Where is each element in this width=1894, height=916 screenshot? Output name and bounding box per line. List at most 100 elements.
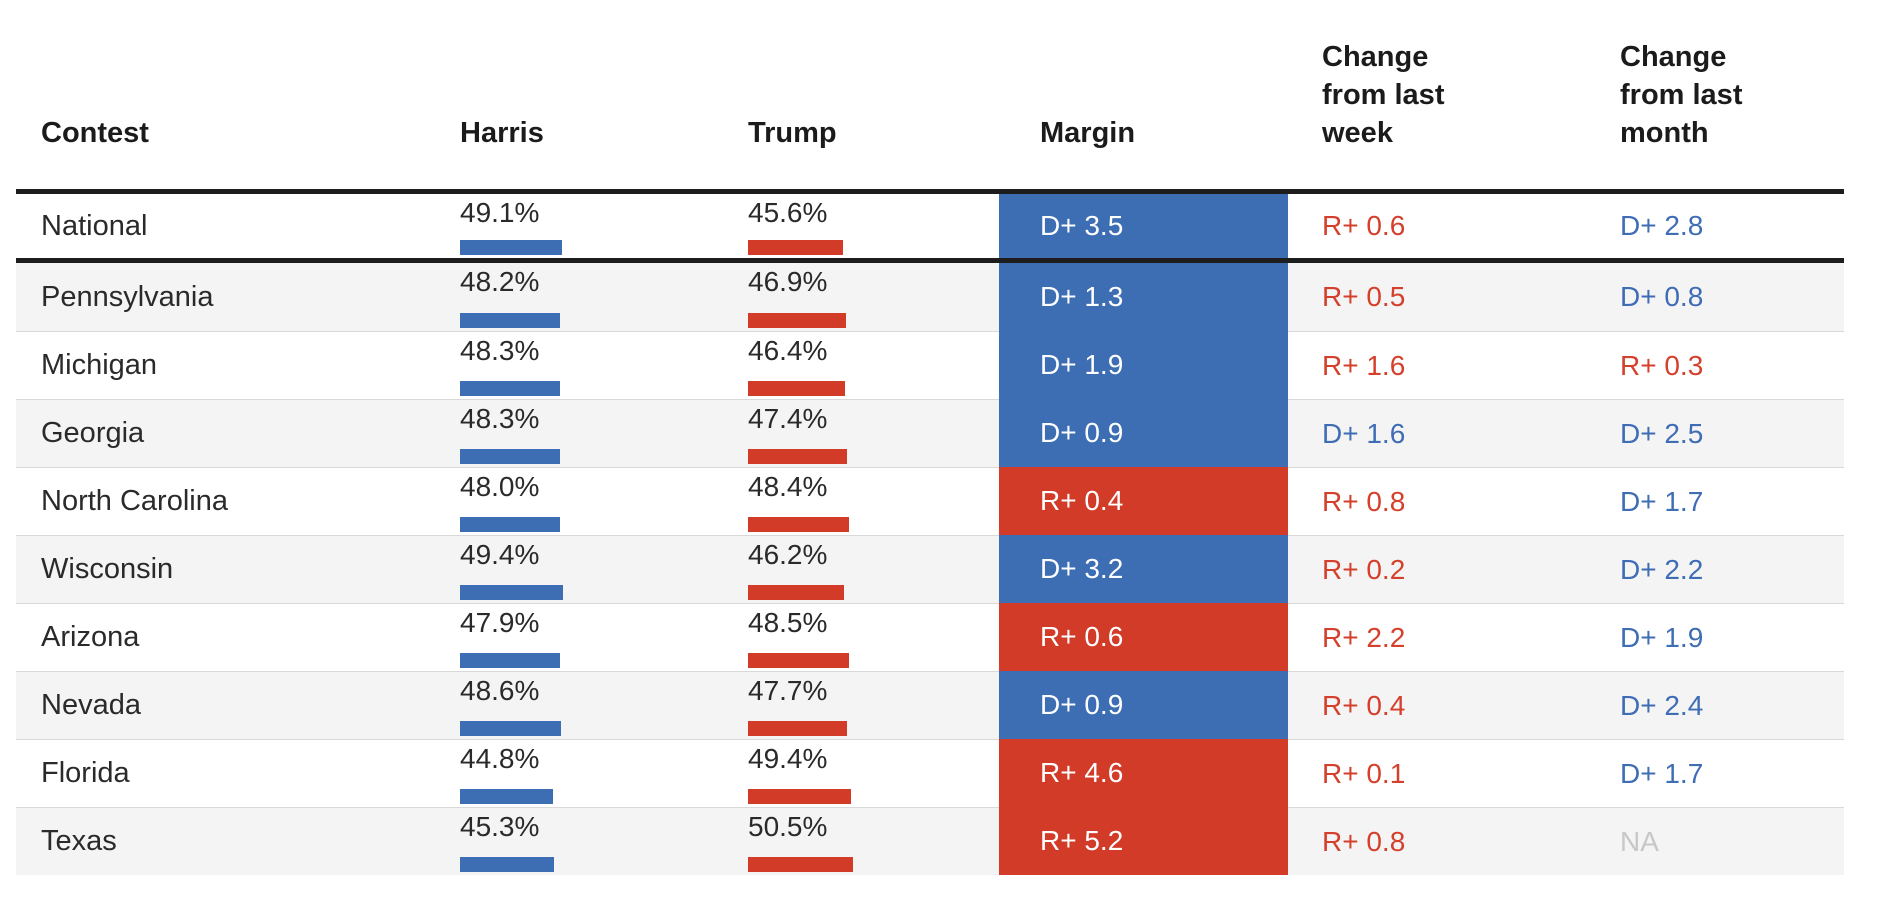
harris-value: 45.3% bbox=[460, 811, 540, 842]
harris-bar bbox=[460, 449, 560, 464]
harris-bar bbox=[460, 789, 553, 804]
margin-value: R+ 0.6 bbox=[1040, 621, 1124, 652]
harris-value: 48.2% bbox=[460, 266, 540, 297]
contest-label: Nevada bbox=[41, 689, 141, 721]
margin-value: D+ 1.3 bbox=[1040, 281, 1124, 312]
harris-bar bbox=[460, 240, 562, 255]
harris-bar bbox=[460, 653, 560, 668]
change-week-value: R+ 0.5 bbox=[1322, 281, 1406, 312]
harris-value: 49.1% bbox=[460, 197, 540, 228]
table-row: Texas 45.3% 50.5% R+ 5.2 R+ 0.8 NA bbox=[16, 807, 1844, 875]
trump-cell: 48.5% bbox=[748, 604, 968, 671]
harris-bar bbox=[460, 381, 560, 396]
trump-value: 47.4% bbox=[748, 403, 828, 434]
trump-value: 50.5% bbox=[748, 811, 828, 842]
change-week-value: R+ 0.4 bbox=[1322, 689, 1406, 721]
table-row: Pennsylvania 48.2% 46.9% D+ 1.3 R+ 0.5 D… bbox=[16, 263, 1844, 331]
contest-label: Texas bbox=[41, 825, 117, 857]
harris-cell: 48.3% bbox=[460, 332, 680, 399]
harris-bar bbox=[460, 857, 554, 872]
margin-value: D+ 0.9 bbox=[1040, 689, 1124, 720]
harris-cell: 49.4% bbox=[460, 536, 680, 603]
col-header-change-week: Change from last week bbox=[1322, 41, 1445, 149]
harris-bar bbox=[460, 721, 561, 736]
harris-value: 44.8% bbox=[460, 743, 540, 774]
trump-bar bbox=[748, 653, 849, 668]
table-row: National 49.1% 45.6% D+ 3.5 R+ 0.6 D+ 2.… bbox=[16, 194, 1844, 258]
margin-cell: D+ 3.5 bbox=[999, 194, 1288, 258]
contest-label: North Carolina bbox=[41, 485, 228, 517]
trump-value: 47.7% bbox=[748, 675, 828, 706]
contest-label: Florida bbox=[41, 757, 130, 789]
table: Contest Harris Trump Margin Change from … bbox=[16, 0, 1844, 916]
change-week-value: D+ 1.6 bbox=[1322, 417, 1406, 449]
trump-cell: 47.4% bbox=[748, 400, 968, 467]
harris-cell: 47.9% bbox=[460, 604, 680, 671]
change-week-value: R+ 2.2 bbox=[1322, 621, 1406, 653]
change-month-value: D+ 1.7 bbox=[1620, 757, 1704, 789]
harris-cell: 45.3% bbox=[460, 808, 680, 875]
col-header-trump: Trump bbox=[748, 117, 837, 149]
trump-value: 49.4% bbox=[748, 743, 828, 774]
table-row: Florida 44.8% 49.4% R+ 4.6 R+ 0.1 D+ 1.7 bbox=[16, 739, 1844, 807]
contest-label: Wisconsin bbox=[41, 553, 174, 585]
change-month-value: NA bbox=[1620, 825, 1659, 857]
harris-cell: 48.0% bbox=[460, 468, 680, 535]
trump-cell: 46.9% bbox=[748, 263, 968, 331]
harris-value: 47.9% bbox=[460, 607, 540, 638]
change-month-value: D+ 0.8 bbox=[1620, 281, 1704, 312]
trump-cell: 47.7% bbox=[748, 672, 968, 739]
trump-bar bbox=[748, 517, 849, 532]
change-week-value: R+ 0.8 bbox=[1322, 825, 1406, 857]
table-row: Wisconsin 49.4% 46.2% D+ 3.2 R+ 0.2 D+ 2… bbox=[16, 535, 1844, 603]
trump-bar bbox=[748, 449, 847, 464]
margin-value: R+ 0.4 bbox=[1040, 485, 1124, 516]
margin-cell: D+ 0.9 bbox=[999, 399, 1288, 467]
table-row: Georgia 48.3% 47.4% D+ 0.9 D+ 1.6 D+ 2.5 bbox=[16, 399, 1844, 467]
contest-label: Arizona bbox=[41, 621, 140, 653]
margin-value: D+ 0.9 bbox=[1040, 417, 1124, 448]
margin-value: R+ 5.2 bbox=[1040, 825, 1124, 856]
table-header: Contest Harris Trump Margin Change from … bbox=[16, 0, 1844, 152]
trump-cell: 46.4% bbox=[748, 332, 968, 399]
trump-cell: 48.4% bbox=[748, 468, 968, 535]
table-row: North Carolina 48.0% 48.4% R+ 0.4 R+ 0.8… bbox=[16, 467, 1844, 535]
margin-value: R+ 4.6 bbox=[1040, 757, 1124, 788]
contest-label: National bbox=[41, 209, 148, 242]
trump-cell: 45.6% bbox=[748, 194, 968, 258]
col-header-harris: Harris bbox=[460, 117, 544, 149]
col-header-margin: Margin bbox=[1040, 117, 1136, 149]
table-row: Arizona 47.9% 48.5% R+ 0.6 R+ 2.2 D+ 1.9 bbox=[16, 603, 1844, 671]
trump-value: 46.2% bbox=[748, 539, 828, 570]
harris-value: 48.3% bbox=[460, 403, 540, 434]
col-header-change-month: Change from last month bbox=[1620, 41, 1743, 149]
change-week-value: R+ 0.6 bbox=[1322, 210, 1406, 241]
harris-cell: 48.2% bbox=[460, 263, 680, 331]
table-row: Michigan 48.3% 46.4% D+ 1.9 R+ 1.6 R+ 0.… bbox=[16, 331, 1844, 399]
trump-value: 46.9% bbox=[748, 266, 828, 297]
harris-value: 48.0% bbox=[460, 471, 540, 502]
harris-cell: 44.8% bbox=[460, 740, 680, 807]
harris-value: 48.6% bbox=[460, 675, 540, 706]
trump-value: 48.4% bbox=[748, 471, 828, 502]
harris-bar bbox=[460, 517, 560, 532]
change-month-value: D+ 1.9 bbox=[1620, 621, 1704, 653]
trump-bar bbox=[748, 585, 844, 600]
table-row: Nevada 48.6% 47.7% D+ 0.9 R+ 0.4 D+ 2.4 bbox=[16, 671, 1844, 739]
margin-cell: D+ 1.3 bbox=[999, 263, 1288, 331]
harris-value: 48.3% bbox=[460, 335, 540, 366]
trump-value: 48.5% bbox=[748, 607, 828, 638]
change-month-value: D+ 2.4 bbox=[1620, 689, 1704, 721]
margin-cell: R+ 4.6 bbox=[999, 739, 1288, 807]
harris-cell: 48.6% bbox=[460, 672, 680, 739]
trump-bar bbox=[748, 857, 853, 872]
harris-cell: 49.1% bbox=[460, 194, 680, 258]
change-month-value: D+ 2.8 bbox=[1620, 210, 1704, 241]
harris-bar bbox=[460, 313, 560, 328]
contest-label: Georgia bbox=[41, 417, 145, 449]
trump-cell: 46.2% bbox=[748, 536, 968, 603]
change-week-value: R+ 0.8 bbox=[1322, 485, 1406, 517]
margin-cell: D+ 1.9 bbox=[999, 331, 1288, 399]
trump-bar bbox=[748, 789, 851, 804]
trump-cell: 50.5% bbox=[748, 808, 968, 875]
